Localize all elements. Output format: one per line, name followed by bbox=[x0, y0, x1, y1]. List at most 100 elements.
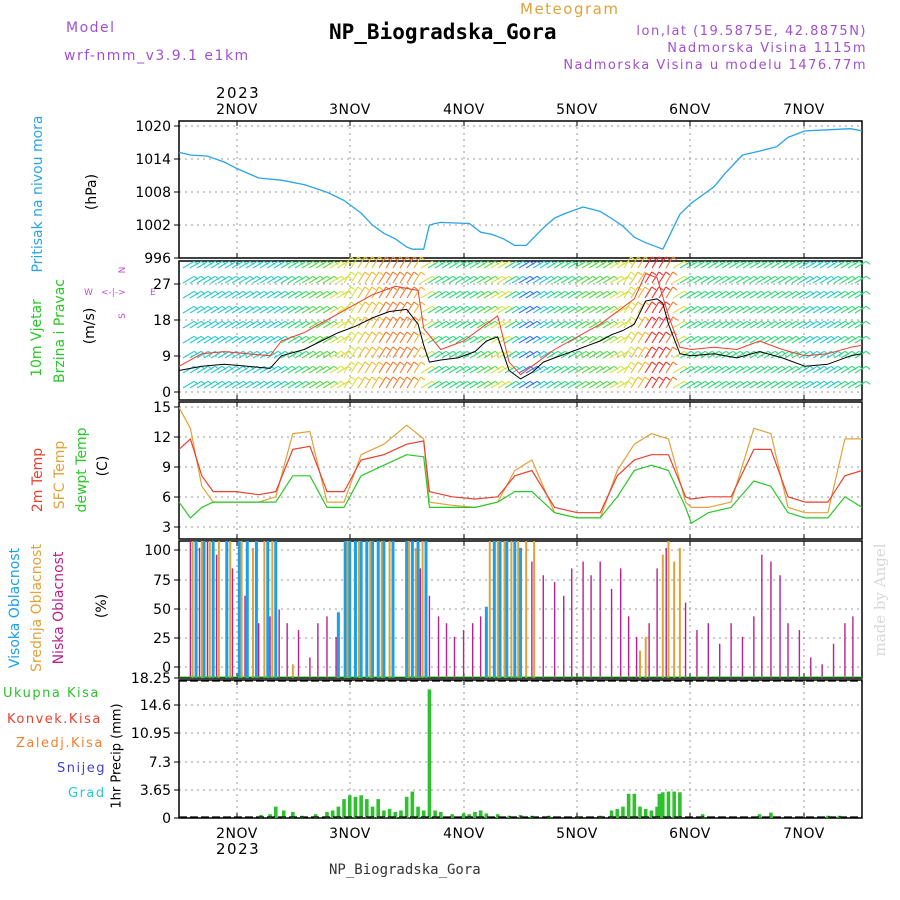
wind-barb bbox=[637, 361, 650, 374]
cloud-low-bar bbox=[479, 616, 482, 678]
panel-frame bbox=[178, 260, 863, 401]
cloud-low-bar bbox=[798, 630, 801, 678]
precip-bar bbox=[325, 811, 329, 818]
wind-barb bbox=[644, 346, 657, 359]
cloud-mid-bar bbox=[667, 541, 670, 678]
wind-barb bbox=[392, 316, 405, 329]
cloud-mid-bar bbox=[346, 541, 349, 678]
wind-barb bbox=[651, 331, 664, 344]
wind-barb bbox=[350, 376, 363, 389]
wind-barb bbox=[343, 286, 356, 299]
cloud-high-bar bbox=[365, 541, 369, 678]
wind-barb bbox=[651, 376, 664, 389]
cloud-mid-bar bbox=[678, 547, 681, 678]
x-tick-label-bottom: 4NOV bbox=[443, 826, 485, 842]
precip-bar bbox=[666, 791, 671, 818]
wind-barb bbox=[651, 301, 664, 314]
wind-barb bbox=[385, 361, 398, 374]
wind-barb bbox=[658, 331, 671, 344]
wind-barb bbox=[637, 286, 650, 299]
footer-station: NP_Biogradska_Gora bbox=[329, 862, 481, 878]
y-tick-label: 18 bbox=[153, 313, 171, 329]
precip-bar bbox=[484, 813, 489, 818]
cloud-high-bar bbox=[348, 541, 352, 678]
cloud-low-bar bbox=[419, 568, 422, 678]
y-tick-label: 14.6 bbox=[140, 698, 171, 714]
cloud-low-bar bbox=[453, 636, 456, 678]
wind-barb bbox=[616, 290, 633, 299]
cloud-low-bar bbox=[779, 575, 781, 678]
precip-bar bbox=[365, 799, 369, 818]
y-tick-label: 27 bbox=[153, 277, 171, 293]
x-tick-label-bottom: 5NOV bbox=[556, 826, 598, 842]
top-year: 2023 bbox=[216, 84, 261, 102]
y-tick-label: 3 bbox=[162, 520, 171, 536]
cloud-high-bar bbox=[416, 541, 420, 678]
x-tick-label-top: 3NOV bbox=[329, 102, 371, 118]
cloud-low-bar bbox=[215, 554, 218, 678]
precip-bar bbox=[268, 814, 272, 818]
cloud-mid-bar bbox=[525, 541, 528, 678]
precip-bar bbox=[643, 808, 648, 818]
cloud-low-bar bbox=[244, 595, 246, 678]
wind-barb bbox=[630, 286, 643, 299]
cloud-mid-bar bbox=[240, 541, 243, 678]
wind-barb bbox=[350, 361, 363, 374]
wind-barb bbox=[364, 361, 377, 374]
precip-bar bbox=[615, 808, 620, 818]
cloud-low-bar bbox=[821, 664, 823, 678]
wind-barb bbox=[644, 286, 657, 299]
wind-barb bbox=[406, 376, 419, 389]
cloud-low-bar bbox=[445, 623, 448, 678]
precip-bar bbox=[347, 795, 352, 818]
precip-bar bbox=[678, 792, 682, 818]
cloud-mid-bar bbox=[217, 541, 220, 678]
wind-barb bbox=[350, 346, 363, 359]
wind-barb bbox=[637, 376, 650, 389]
wind-barb bbox=[357, 286, 370, 299]
wind-barb bbox=[623, 286, 636, 299]
wind-barb bbox=[637, 316, 650, 329]
cloud-mid-bar bbox=[388, 541, 391, 678]
wind-barb bbox=[371, 256, 384, 269]
cloud-low-bar bbox=[198, 547, 201, 678]
precip-bar bbox=[478, 810, 483, 818]
cloud-mid-bar bbox=[229, 541, 232, 678]
cloud-low-bar bbox=[665, 547, 667, 678]
precip-bar bbox=[410, 791, 415, 818]
cloud-mid-bar bbox=[421, 541, 424, 678]
model-label: Model bbox=[66, 20, 116, 36]
wind-barb bbox=[336, 290, 353, 299]
wind-barb bbox=[665, 361, 678, 374]
cloud-high-bar bbox=[382, 541, 386, 678]
cloud-high-bar bbox=[225, 541, 229, 678]
cloud-mid-bar bbox=[271, 541, 274, 678]
cloud-low-bar bbox=[832, 643, 835, 678]
wind-barb bbox=[658, 256, 671, 269]
precip-bar bbox=[657, 793, 662, 818]
wind-barb bbox=[364, 286, 377, 299]
cloud-low-bar bbox=[730, 623, 732, 678]
wind-barb bbox=[630, 331, 643, 344]
wind-barb bbox=[623, 331, 636, 344]
wind-barb bbox=[623, 346, 636, 359]
precip-bar bbox=[313, 814, 318, 818]
y-tick-label: 0 bbox=[162, 660, 171, 676]
station-elevation: Nadmorska Visina 1115m bbox=[667, 41, 867, 56]
wind-barb bbox=[665, 316, 678, 329]
precip-bar bbox=[495, 814, 500, 818]
wind-barb bbox=[357, 361, 370, 374]
cloud-low-bar bbox=[753, 616, 755, 678]
wind-barb bbox=[378, 346, 391, 359]
wind-barb bbox=[364, 271, 377, 284]
wind-barb bbox=[413, 361, 426, 374]
y-tick-label: 15 bbox=[153, 400, 171, 416]
cloud-high-bar bbox=[371, 541, 375, 678]
wind-barb bbox=[406, 361, 419, 374]
cloud-low-bar bbox=[326, 616, 328, 678]
cloud-low-bar bbox=[317, 623, 319, 678]
cloud-low-bar bbox=[619, 568, 622, 678]
wind-barb bbox=[616, 365, 633, 374]
cloud-low-bar bbox=[189, 541, 192, 678]
